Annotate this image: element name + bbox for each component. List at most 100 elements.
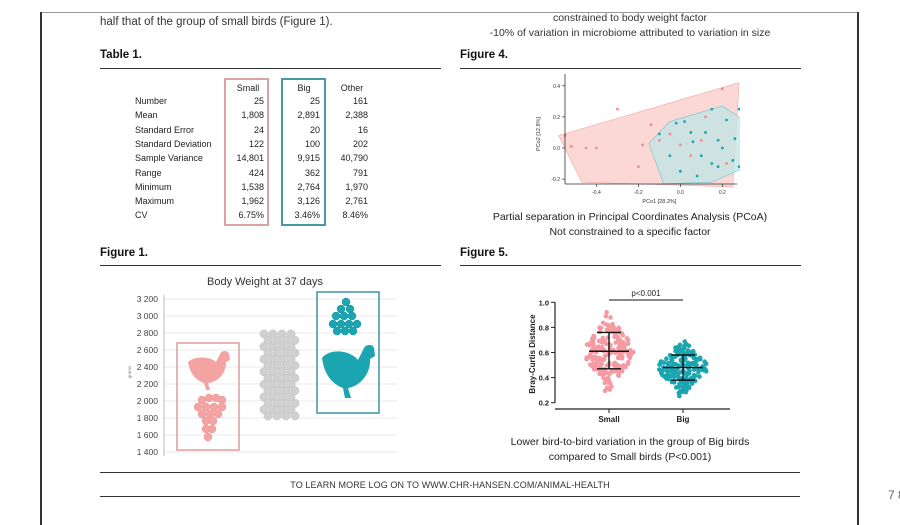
big-bird-marker — [344, 319, 354, 329]
big-distance-point — [702, 359, 707, 365]
table1-rule — [100, 68, 441, 69]
big-bird-marker — [339, 311, 349, 321]
figure4-caption-line-2: Not constrained to a specific factor — [549, 226, 711, 238]
pcoa-y-tick-label: -0.2 — [551, 177, 560, 183]
other-bird-marker — [272, 335, 282, 345]
figure4-title: Figure 4. — [460, 49, 508, 61]
pcoa-point-small — [584, 146, 588, 150]
other-bird-marker — [263, 348, 273, 358]
table-cell: 122 — [248, 138, 264, 149]
big-bird-marker — [331, 311, 341, 321]
other-bird-marker — [268, 405, 278, 415]
figure5-caption-line-2: compared to Small birds (P<0.001) — [548, 451, 712, 463]
big-distance-point — [666, 369, 671, 374]
small-group-box — [176, 342, 240, 451]
pcoa-point-small — [725, 162, 728, 165]
table-row-label: Sample Variance — [135, 153, 203, 164]
big-chicken-icon — [322, 345, 375, 398]
other-bird-marker — [277, 367, 287, 377]
other-bird-marker — [259, 380, 269, 389]
big-distance-point — [691, 355, 697, 361]
y-tick-label: 1 600 — [137, 430, 159, 440]
big-distance-point — [679, 389, 685, 395]
small-chicken-icon — [188, 351, 230, 390]
small-column-highlight — [224, 78, 269, 226]
big-distance-point — [673, 348, 678, 354]
small-bird-marker — [203, 432, 213, 442]
figure4-caption-line-1: Partial separation in Principal Coordina… — [492, 211, 768, 223]
y-tick-label: 0.8 — [539, 323, 549, 332]
big-distance-point — [690, 348, 696, 354]
small-distance-point — [591, 354, 596, 360]
intro-text: half that of the group of small birds (F… — [100, 16, 333, 28]
x-tick-label: Small — [598, 415, 619, 424]
other-bird-marker — [290, 386, 300, 396]
small-distance-point — [598, 326, 604, 331]
table-row-label: Number — [135, 96, 168, 106]
small-distance-point — [598, 339, 604, 344]
pcoa-point-small — [720, 87, 724, 91]
table-cell: 2,891 — [297, 110, 320, 121]
pcoa-point-small — [668, 132, 672, 136]
other-bird-marker — [277, 342, 287, 352]
small-distance-point — [602, 380, 608, 386]
pcoa-point-small — [595, 146, 598, 150]
big-distance-point — [659, 368, 665, 374]
y-tick-label: 2 600 — [137, 345, 159, 355]
table-col-header: Small — [236, 83, 260, 93]
pcoa-point-small — [616, 107, 619, 111]
y-tick-label: 3 200 — [137, 294, 159, 304]
small-distance-point — [596, 346, 602, 351]
footer-rule-bottom — [100, 496, 800, 497]
small-distance-point — [625, 337, 631, 343]
other-bird-marker — [281, 335, 291, 345]
other-bird-marker — [281, 411, 291, 421]
other-bird-marker — [268, 367, 278, 377]
table1-title: Table 1. — [100, 49, 142, 61]
other-bird-marker — [259, 367, 269, 377]
table-cell: 14,801 — [236, 153, 264, 164]
small-distance-point — [625, 361, 631, 367]
big-distance-point — [689, 381, 695, 386]
big-distance-point — [671, 374, 677, 380]
table-cell: 25 — [309, 96, 320, 106]
y-tick-label: 2 800 — [137, 328, 159, 338]
small-distance-point — [601, 357, 607, 362]
small-distance-point — [601, 375, 606, 381]
big-distance-point — [682, 382, 688, 388]
big-distance-point — [677, 393, 682, 399]
other-bird-marker — [277, 380, 287, 389]
other-bird-marker — [268, 329, 278, 339]
pcoa-point-big — [733, 137, 737, 141]
figure1-title: Figure 1. — [100, 247, 148, 259]
other-bird-marker — [290, 373, 300, 383]
table-row-label: CV — [135, 210, 148, 221]
pcoa-y-tick-label: 0.0 — [553, 146, 560, 152]
small-distance-point — [604, 309, 609, 315]
table-cell: 202 — [352, 138, 368, 149]
other-bird-marker — [272, 348, 282, 358]
footer-link-text[interactable]: TO LEARN MORE LOG ON TO WWW.CHR-HANSEN.C… — [290, 480, 610, 490]
other-bird-marker — [277, 329, 287, 339]
small-distance-point — [617, 339, 623, 345]
pcoa-y-tick-label: 0.2 — [553, 115, 560, 121]
big-bird-marker — [336, 319, 346, 329]
table-cell: 20 — [309, 124, 320, 135]
small-distance-point — [603, 313, 609, 319]
table-cell: 2,761 — [345, 196, 368, 207]
table-cell: 6.75% — [238, 210, 264, 221]
pcoa-point-small — [689, 154, 693, 158]
other-bird-marker — [263, 373, 273, 383]
small-distance-point — [615, 355, 621, 361]
other-bird-marker — [290, 411, 300, 421]
other-bird-marker — [263, 335, 273, 345]
big-distance-point — [678, 357, 684, 363]
big-bird-marker — [328, 319, 338, 329]
page-right-border — [857, 12, 859, 525]
small-distance-point — [607, 387, 613, 392]
pcoa-point-big — [716, 165, 720, 169]
body-weight-chart-title: Body Weight at 37 days — [207, 276, 323, 288]
small-distance-point — [623, 364, 628, 370]
other-bird-marker — [272, 398, 282, 408]
small-bird-marker — [213, 409, 223, 419]
